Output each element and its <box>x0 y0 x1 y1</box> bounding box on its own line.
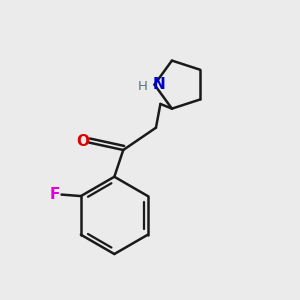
Text: F: F <box>50 187 60 202</box>
Text: O: O <box>76 134 89 148</box>
Text: N: N <box>153 77 166 92</box>
Text: H: H <box>138 80 148 94</box>
